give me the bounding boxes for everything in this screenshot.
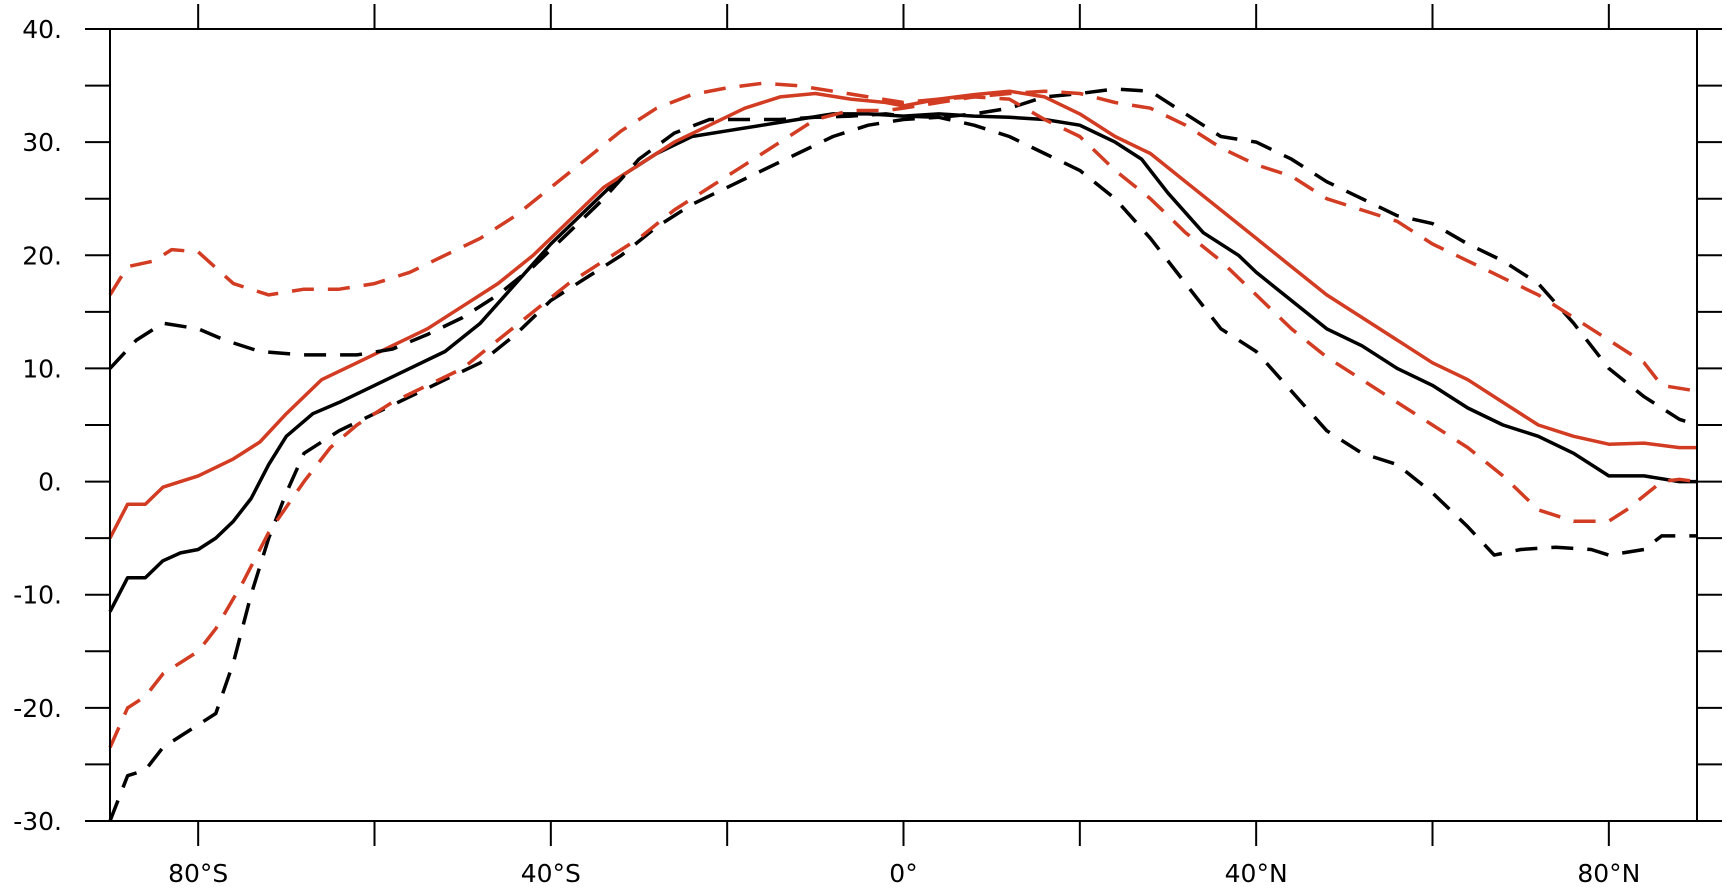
series-line-4 bbox=[108, 115, 1697, 822]
series-group bbox=[108, 81, 1698, 822]
axis-ticks bbox=[85, 4, 1722, 846]
y-tick-label: 40. bbox=[22, 15, 62, 44]
plot-frame bbox=[109, 28, 1698, 822]
y-tick-label: -20. bbox=[13, 694, 62, 723]
x-tick-label: 80°N bbox=[1577, 859, 1640, 888]
x-tick-label: 40°S bbox=[521, 859, 581, 888]
series-line-3 bbox=[108, 87, 1698, 427]
tick-labels: 40. 30. 20. 10. 0. -10. -20. -30. 80°S 40°S 0° 40°N… bbox=[13, 15, 1640, 888]
series-line-5 bbox=[108, 81, 1698, 393]
y-tick-label: 30. bbox=[22, 128, 62, 157]
y-tick-label: -30. bbox=[13, 807, 62, 836]
x-tick-label: 40°N bbox=[1225, 859, 1288, 888]
series-line-6 bbox=[108, 95, 1698, 749]
x-tick-label: 0° bbox=[889, 859, 917, 888]
y-tick-label: -10. bbox=[13, 581, 62, 610]
y-tick-label: 0. bbox=[38, 468, 62, 497]
y-tick-label: 20. bbox=[22, 241, 62, 270]
y-tick-label: 10. bbox=[22, 354, 62, 383]
series-line-2 bbox=[108, 89, 1697, 539]
series-line-1 bbox=[108, 112, 1697, 613]
x-tick-label: 80°S bbox=[168, 859, 228, 888]
